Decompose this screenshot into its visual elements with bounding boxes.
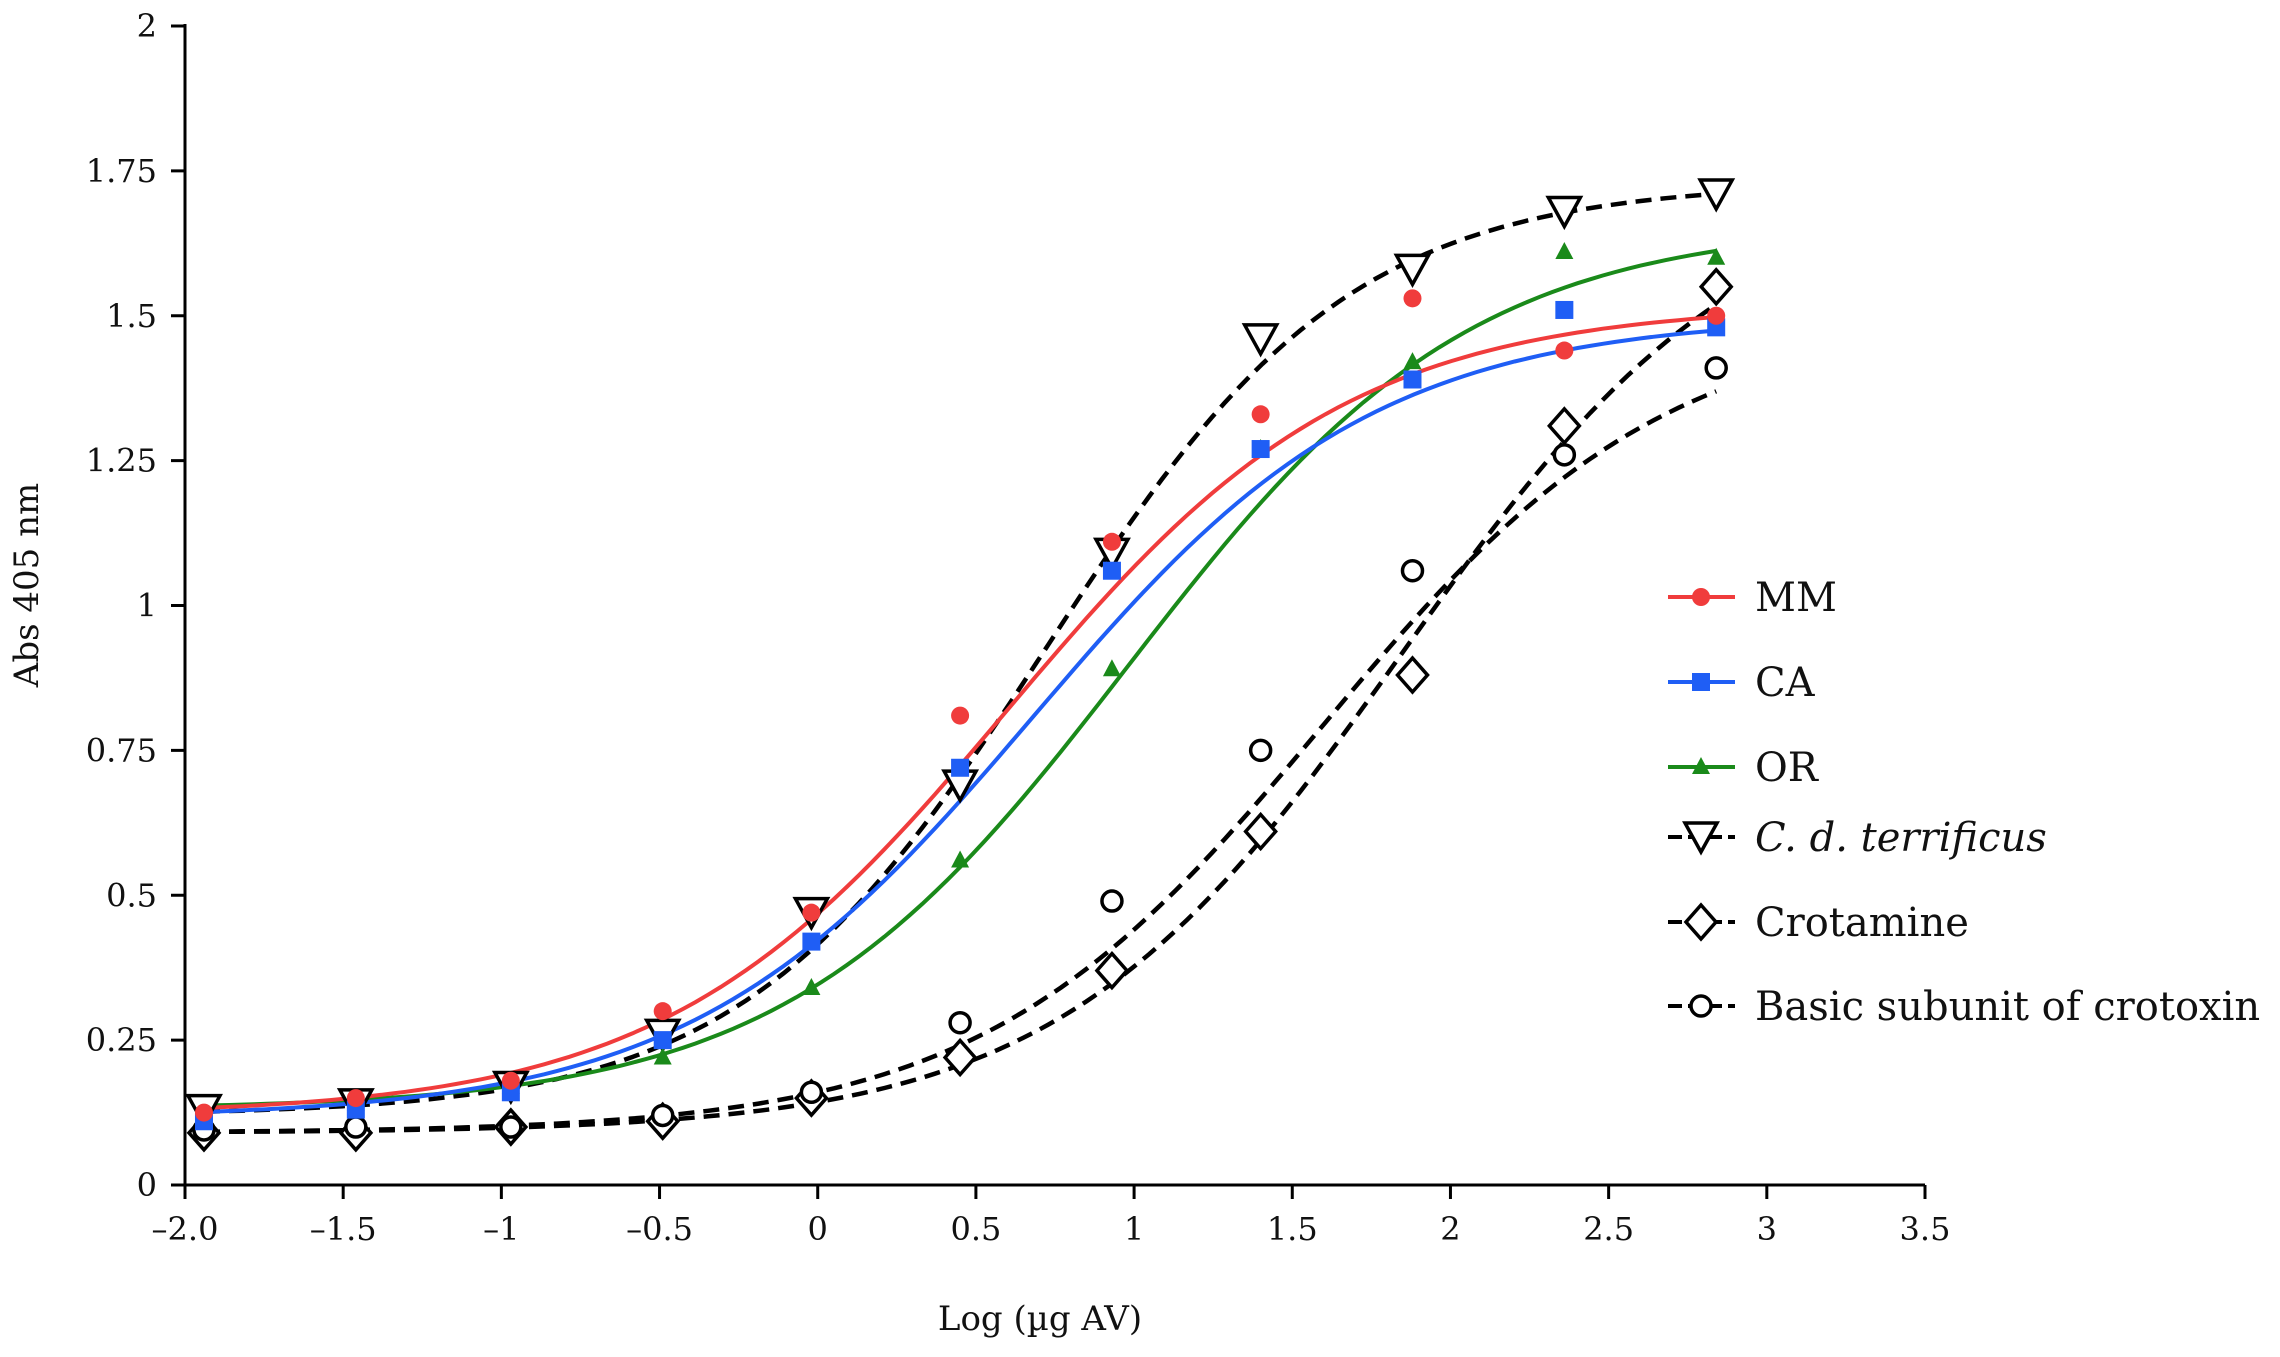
data-point [1555, 242, 1574, 260]
data-point [1393, 253, 1432, 289]
data-point [1102, 532, 1121, 551]
fit-curve-or [203, 248, 1717, 1108]
data-point [1698, 267, 1734, 307]
x-axis-label: Log (µg AV) [938, 1299, 1142, 1339]
x-tick-label: 0 [808, 1210, 828, 1248]
legend-item: Basic subunit of crotoxin [1668, 984, 2260, 1030]
data-point [1102, 561, 1121, 580]
data-point [1251, 440, 1270, 459]
y-tick-label: 0.25 [86, 1021, 157, 1059]
data-point [1403, 352, 1422, 370]
data-point [653, 1031, 672, 1050]
data-point [499, 1115, 523, 1139]
legend-label: OR [1755, 745, 1820, 791]
x-tick-label: –2.0 [152, 1210, 219, 1248]
data-point [1400, 558, 1425, 583]
y-tick-label: 1.25 [86, 442, 157, 480]
data-point [194, 1103, 213, 1122]
data-point [1707, 247, 1726, 265]
legend-label: CA [1755, 660, 1816, 706]
data-point [1102, 659, 1121, 677]
axes: –2.0 –1.5 –1 –0.5 0 0.5 1 1.5 2 2.5 3 3.5 0 0.25 0.5 0.… [86, 7, 1951, 1248]
legend-label: Basic subunit of crotoxin [1755, 984, 2260, 1030]
fit-curve-basic-subunit-of-crotoxin [204, 389, 1718, 1134]
y-tick-label: 2 [137, 7, 157, 45]
data-point [1094, 950, 1130, 991]
legend-label: MM [1755, 575, 1837, 621]
data-point [1545, 195, 1584, 231]
data-point [1243, 811, 1278, 852]
data-point [650, 1103, 675, 1128]
x-tick-label: 3.5 [1900, 1210, 1951, 1248]
data-point [948, 1010, 972, 1035]
legend-label: C. d. terrificus [1755, 815, 2047, 861]
data-point [951, 850, 970, 868]
data-points [185, 178, 1736, 1153]
y-axis-label: Abs 405 nm [7, 483, 47, 688]
data-point [1555, 300, 1574, 319]
data-point [799, 1080, 824, 1105]
x-tick-label: 3 [1757, 1210, 1777, 1248]
data-point [1403, 370, 1422, 389]
x-tick-label: 1 [1124, 1210, 1144, 1248]
legend-marker [1692, 588, 1710, 606]
data-point [1248, 738, 1273, 763]
data-point [344, 1115, 368, 1139]
data-point [1100, 889, 1124, 913]
data-point [951, 706, 970, 725]
y-tick-label: 0 [137, 1166, 157, 1204]
data-point [653, 1002, 672, 1021]
data-point [1707, 306, 1726, 325]
legend-marker [1683, 902, 1719, 942]
data-point [1241, 323, 1280, 358]
legend-marker [1692, 757, 1710, 774]
legend-item: Crotamine [1668, 900, 1969, 946]
legend-marker [1682, 821, 1720, 856]
fit-curve-c-d-terrificus [203, 191, 1717, 1114]
data-point [1251, 405, 1270, 424]
legend-item: C. d. terrificus [1668, 815, 2047, 861]
legend-item: CA [1668, 660, 1816, 706]
data-point [1403, 289, 1422, 308]
data-point [501, 1071, 520, 1090]
data-point [1697, 178, 1736, 213]
legend: MM CA OR C. d. terrificus Crotamine Basic sub… [1668, 575, 2260, 1030]
data-point [1555, 341, 1574, 360]
data-point [1547, 406, 1582, 446]
fit-curves [203, 191, 1718, 1135]
x-tick-label: 2.5 [1583, 1210, 1634, 1248]
y-tick-label: 0.75 [86, 731, 157, 769]
x-tick-label: 1.5 [1267, 1210, 1318, 1248]
data-point [802, 932, 821, 951]
legend-item: MM [1668, 575, 1837, 621]
x-tick-label: –0.5 [626, 1210, 693, 1248]
x-tick-label: –1 [483, 1210, 519, 1248]
legend-marker [1692, 673, 1710, 691]
data-point [346, 1089, 365, 1108]
data-point [802, 977, 821, 995]
legend-item: OR [1668, 745, 1820, 791]
x-tick-label: 2 [1440, 1210, 1460, 1248]
data-point [1552, 443, 1577, 467]
y-tick-label: 0.5 [106, 876, 157, 914]
data-point [951, 758, 970, 777]
y-tick-label: 1 [137, 587, 157, 625]
data-point [653, 1047, 672, 1065]
x-tick-label: 0.5 [950, 1210, 1001, 1248]
y-tick-label: 1.75 [86, 152, 157, 190]
y-tick-label: 1.5 [106, 297, 157, 335]
data-point [1395, 655, 1430, 695]
x-tick-label: –1.5 [310, 1210, 377, 1248]
data-point [1704, 356, 1728, 380]
legend-label: Crotamine [1755, 900, 1969, 946]
data-point [942, 1037, 978, 1078]
legend-marker [1689, 994, 1713, 1018]
data-point [802, 903, 821, 922]
